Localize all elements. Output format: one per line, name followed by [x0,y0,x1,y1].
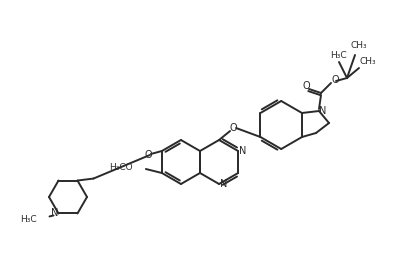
Text: N: N [220,179,228,189]
Text: O: O [331,75,339,85]
Text: H₃C: H₃C [20,215,37,224]
Text: N: N [51,209,58,218]
Text: N: N [240,146,247,156]
Text: CH₃: CH₃ [351,41,367,50]
Text: O: O [144,150,152,160]
Text: N: N [319,106,327,116]
Text: CH₃: CH₃ [360,58,376,67]
Text: O: O [229,123,237,133]
Text: O: O [302,81,310,91]
Text: H₃CO: H₃CO [109,164,133,173]
Text: H₃C: H₃C [330,51,346,60]
